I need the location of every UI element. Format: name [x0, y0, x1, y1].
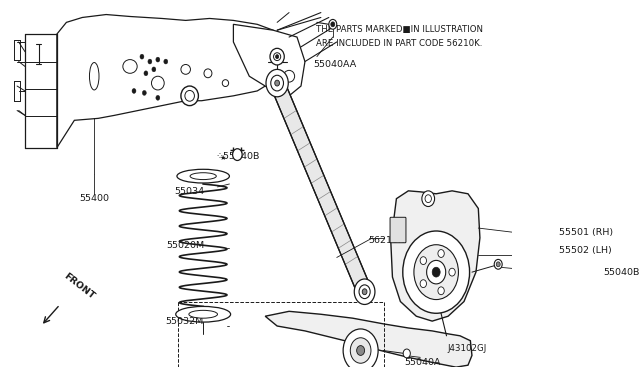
Text: 55020M: 55020M [166, 241, 204, 250]
Ellipse shape [177, 169, 229, 183]
Text: ★: ★ [219, 154, 225, 161]
Circle shape [403, 349, 410, 358]
Ellipse shape [123, 60, 137, 73]
Text: 55040A: 55040A [404, 358, 441, 367]
Ellipse shape [181, 64, 191, 74]
Ellipse shape [273, 53, 281, 61]
Text: 55502 (LH): 55502 (LH) [559, 246, 612, 255]
Circle shape [152, 67, 156, 72]
Text: 55040AA: 55040AA [313, 60, 356, 68]
Circle shape [438, 250, 444, 257]
Ellipse shape [276, 55, 279, 59]
Ellipse shape [181, 86, 198, 106]
Circle shape [329, 19, 337, 29]
Circle shape [355, 279, 375, 304]
Circle shape [343, 329, 378, 372]
Circle shape [359, 285, 370, 299]
Text: 55032M: 55032M [166, 317, 204, 326]
Circle shape [420, 280, 426, 288]
Text: 55501 (RH): 55501 (RH) [559, 228, 614, 237]
Polygon shape [57, 15, 277, 148]
Circle shape [427, 260, 445, 284]
Circle shape [232, 149, 242, 160]
Circle shape [271, 75, 284, 91]
Text: 55400: 55400 [79, 194, 109, 203]
Circle shape [350, 338, 371, 363]
FancyBboxPatch shape [390, 217, 406, 243]
Circle shape [140, 54, 144, 59]
Circle shape [362, 289, 367, 295]
Text: ARE INCLUDED IN PART CODE 56210K.: ARE INCLUDED IN PART CODE 56210K. [316, 39, 482, 48]
Ellipse shape [190, 173, 216, 180]
Circle shape [266, 70, 288, 97]
Ellipse shape [152, 76, 164, 90]
Circle shape [144, 71, 148, 76]
Circle shape [148, 59, 152, 64]
Circle shape [132, 89, 136, 93]
Circle shape [422, 191, 435, 206]
Ellipse shape [284, 70, 294, 82]
Text: THE PARTS MARKED■IN ILLUSTRATION: THE PARTS MARKED■IN ILLUSTRATION [316, 25, 483, 33]
Circle shape [494, 259, 502, 269]
Polygon shape [265, 311, 472, 367]
Text: 55034: 55034 [174, 187, 204, 196]
Ellipse shape [189, 310, 218, 318]
Circle shape [275, 80, 280, 86]
Ellipse shape [176, 307, 230, 322]
Text: ⁘55040B: ⁘55040B [215, 152, 259, 161]
Polygon shape [234, 24, 305, 96]
Circle shape [496, 262, 500, 267]
Circle shape [156, 57, 160, 62]
Text: 55040B: 55040B [603, 267, 639, 277]
Ellipse shape [204, 69, 212, 78]
Text: 56210K: 56210K [369, 236, 404, 245]
Circle shape [164, 59, 168, 64]
Ellipse shape [222, 80, 228, 87]
Text: FRONT: FRONT [61, 272, 96, 302]
Ellipse shape [90, 62, 99, 90]
Circle shape [425, 195, 431, 203]
Circle shape [156, 95, 160, 100]
Ellipse shape [270, 48, 284, 65]
Text: J43102GJ: J43102GJ [447, 344, 486, 353]
Ellipse shape [185, 90, 195, 101]
Circle shape [414, 245, 458, 299]
Circle shape [420, 257, 426, 264]
Circle shape [403, 231, 470, 313]
Circle shape [438, 287, 444, 295]
Circle shape [432, 267, 440, 277]
Circle shape [331, 22, 335, 27]
Polygon shape [271, 79, 371, 296]
Circle shape [356, 346, 365, 355]
Circle shape [142, 90, 147, 95]
Polygon shape [391, 191, 480, 321]
Circle shape [449, 268, 455, 276]
